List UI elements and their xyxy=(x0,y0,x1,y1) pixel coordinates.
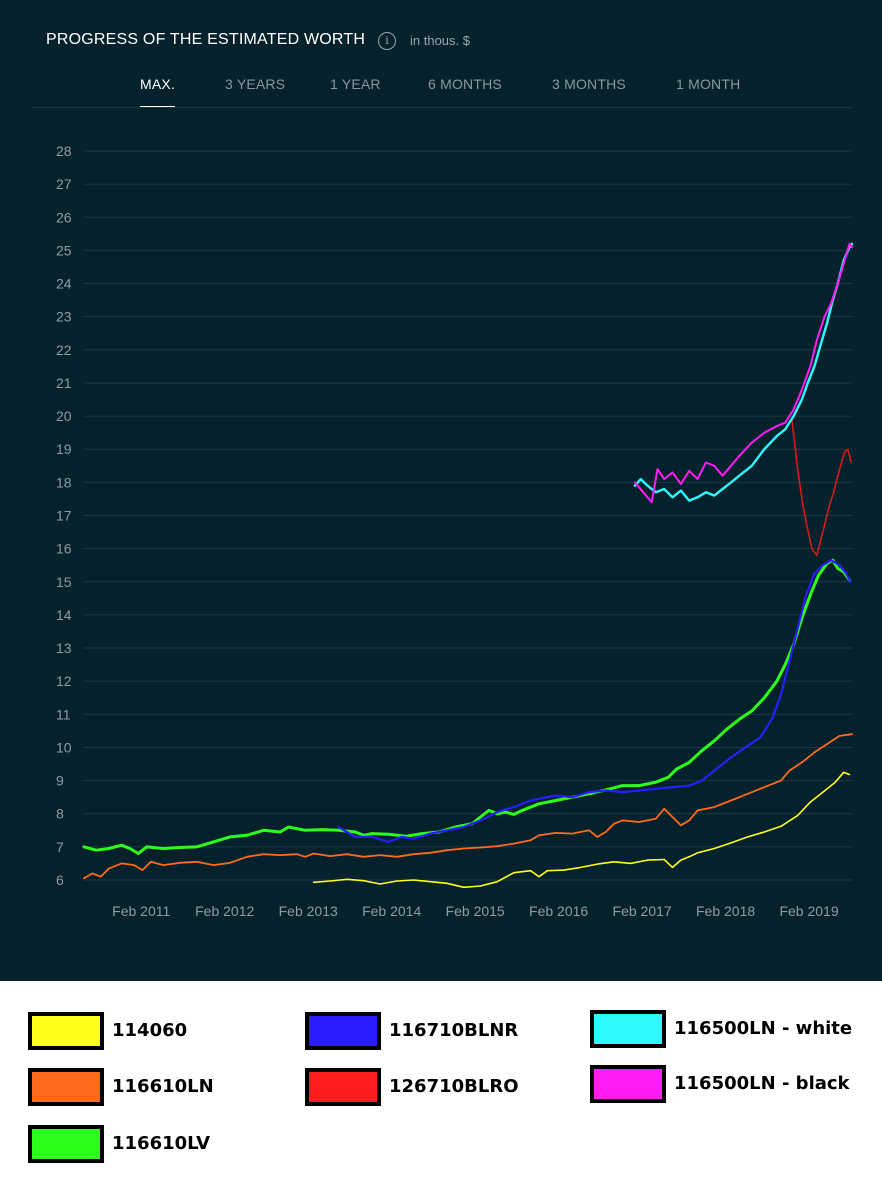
y-tick-label: 26 xyxy=(56,209,72,225)
legend-swatch xyxy=(590,1010,666,1048)
y-tick-label: 15 xyxy=(56,574,72,590)
y-tick-label: 23 xyxy=(56,309,72,325)
x-tick-label: Feb 2015 xyxy=(446,903,505,919)
tab-1-year[interactable]: 1 YEAR xyxy=(330,76,381,92)
y-tick-label: 7 xyxy=(56,839,64,855)
legend-label: 116610LN xyxy=(112,1076,214,1097)
y-tick-label: 16 xyxy=(56,541,72,557)
series-line-116610ln xyxy=(83,733,853,880)
unit-label: in thous. $ xyxy=(410,33,470,48)
y-tick-label: 20 xyxy=(56,408,72,424)
y-tick-label: 10 xyxy=(56,739,72,755)
tab-6-months[interactable]: 6 MONTHS xyxy=(428,76,502,92)
chart-panel: PROGRESS OF THE ESTIMATED WORTH i in tho… xyxy=(0,0,882,981)
y-tick-label: 27 xyxy=(56,176,72,192)
legend-swatch xyxy=(305,1012,381,1050)
legend-label: 116610LV xyxy=(112,1133,211,1154)
legend-swatch xyxy=(590,1065,666,1103)
legend-swatch xyxy=(28,1068,104,1106)
y-tick-label: 25 xyxy=(56,242,72,258)
series-line-116500ln-black xyxy=(634,242,853,504)
tab-3-years[interactable]: 3 YEARS xyxy=(225,76,286,92)
y-tick-label: 6 xyxy=(56,872,64,888)
legend-label: 126710BLRO xyxy=(389,1076,519,1097)
series-line-116610lv xyxy=(82,558,851,855)
tab-1-month[interactable]: 1 MONTH xyxy=(676,76,741,92)
y-tick-label: 22 xyxy=(56,342,72,358)
x-tick-label: Feb 2014 xyxy=(362,903,421,919)
legend-swatch xyxy=(305,1068,381,1106)
legend-swatch xyxy=(28,1125,104,1163)
series-line-116710blnr xyxy=(337,559,852,843)
y-tick-label: 8 xyxy=(56,806,64,822)
y-tick-label: 19 xyxy=(56,441,72,457)
y-tick-label: 21 xyxy=(56,375,72,391)
series-line-126710blro xyxy=(791,418,852,557)
line-chart: 6 7 8 9 10 11 12 13 14 15 16 17 18 19 20 21 22 23 24 25 26 27… xyxy=(56,143,854,919)
legend: 114060 116610LN 116610LV 116710BLNR 1267… xyxy=(0,981,882,1184)
y-tick-label: 14 xyxy=(56,607,72,623)
x-tick-label: Feb 2013 xyxy=(279,903,338,919)
info-icon[interactable]: i xyxy=(378,32,396,50)
y-tick-label: 13 xyxy=(56,640,72,656)
x-tick-label: Feb 2011 xyxy=(112,903,170,919)
legend-label: 116500LN - white xyxy=(674,1018,853,1039)
y-tick-label: 12 xyxy=(56,673,72,689)
x-tick-label: Feb 2019 xyxy=(779,903,838,919)
x-tick-label: Feb 2017 xyxy=(613,903,672,919)
y-tick-label: 9 xyxy=(56,773,64,789)
legend-label: 116500LN - black xyxy=(674,1073,850,1094)
chart-title: PROGRESS OF THE ESTIMATED WORTH xyxy=(46,31,366,48)
x-tick-label: Feb 2012 xyxy=(195,903,254,919)
legend-label: 116710BLNR xyxy=(389,1020,519,1041)
legend-label: 114060 xyxy=(112,1020,188,1041)
x-tick-label: Feb 2016 xyxy=(529,903,588,919)
series-line-114060 xyxy=(312,771,851,889)
y-tick-label: 11 xyxy=(56,706,71,722)
y-tick-label: 17 xyxy=(56,508,72,524)
y-tick-label: 28 xyxy=(56,143,72,159)
tab-3-months[interactable]: 3 MONTHS xyxy=(552,76,626,92)
legend-swatch xyxy=(28,1012,104,1050)
tabs-divider xyxy=(32,107,852,108)
x-tick-label: Feb 2018 xyxy=(696,903,755,919)
y-tick-label: 18 xyxy=(56,474,72,490)
y-tick-label: 24 xyxy=(56,276,72,292)
series-line-116500ln-white xyxy=(633,242,854,502)
